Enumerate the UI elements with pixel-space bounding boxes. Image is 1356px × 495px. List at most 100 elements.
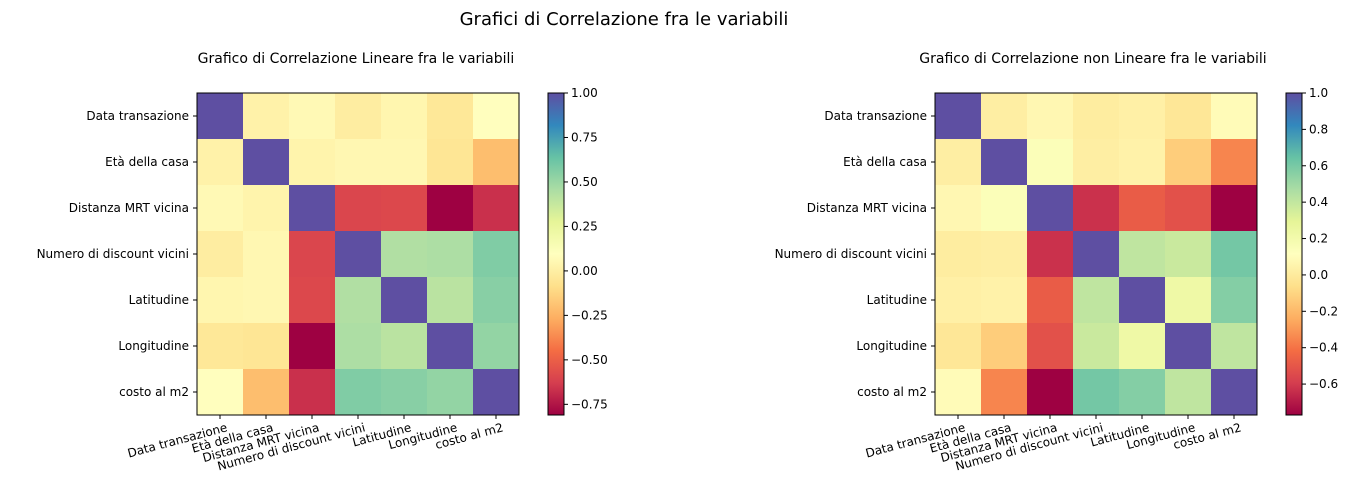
colorbar-tick-label: 0.6 bbox=[1309, 159, 1328, 173]
colorbar bbox=[547, 92, 565, 416]
heatmap-cell bbox=[335, 323, 382, 370]
heatmap-cell bbox=[1027, 93, 1074, 140]
y-tick-label: Data transazione bbox=[86, 109, 189, 123]
heatmap-cell bbox=[1165, 369, 1212, 416]
colorbar-tick-label: 1.00 bbox=[571, 86, 598, 100]
heatmap-cell bbox=[1073, 231, 1120, 278]
colorbar-tick-label: 0.25 bbox=[571, 219, 598, 233]
colorbar-tick-label: 0.8 bbox=[1309, 122, 1328, 136]
heatmap-cell bbox=[935, 369, 982, 416]
heatmap-cell bbox=[1119, 185, 1166, 232]
heatmap-cell bbox=[243, 277, 290, 324]
heatmap-cell bbox=[935, 93, 982, 140]
heatmap-cell bbox=[1211, 323, 1258, 370]
heatmap-cell bbox=[473, 139, 520, 186]
heatmap-cell bbox=[427, 231, 474, 278]
colorbar-tick-label: −0.25 bbox=[571, 308, 608, 322]
heatmap-cell bbox=[473, 185, 520, 232]
heatmap-cell bbox=[1211, 93, 1258, 140]
colorbar bbox=[1285, 92, 1303, 416]
heatmap-cell bbox=[381, 323, 428, 370]
heatmap-cell bbox=[1119, 277, 1166, 324]
heatmap-cell bbox=[1165, 139, 1212, 186]
heatmap-cell bbox=[289, 277, 336, 324]
heatmap-cell bbox=[1027, 323, 1074, 370]
heatmap-cell bbox=[1119, 139, 1166, 186]
heatmap-cell bbox=[1027, 277, 1074, 324]
heatmap-cell bbox=[427, 139, 474, 186]
heatmap-cell bbox=[981, 185, 1028, 232]
y-tick-label: Età della casa bbox=[843, 155, 927, 169]
heatmap-cell bbox=[935, 277, 982, 324]
colorbar-tick-label: 0.75 bbox=[571, 130, 598, 144]
heatmap-cell bbox=[1073, 185, 1120, 232]
heatmap-cell bbox=[1027, 185, 1074, 232]
heatmap-cell bbox=[289, 323, 336, 370]
heatmap-cell bbox=[197, 185, 244, 232]
colorbar-tick-label: −0.4 bbox=[1309, 341, 1338, 355]
heatmap-cell bbox=[381, 139, 428, 186]
y-tick-label: Distanza MRT vicina bbox=[807, 201, 927, 215]
heatmap-cell bbox=[1211, 369, 1258, 416]
colorbar-tick-label: 0.50 bbox=[571, 175, 598, 189]
heatmap-cell bbox=[289, 139, 336, 186]
heatmap-cell bbox=[335, 277, 382, 324]
heatmap-cell bbox=[981, 277, 1028, 324]
heatmap-cell bbox=[473, 369, 520, 416]
heatmap-cell bbox=[427, 277, 474, 324]
colorbar-tick-label: 0.00 bbox=[571, 264, 598, 278]
heatmap-cell bbox=[1211, 139, 1258, 186]
heatmap-cell bbox=[1073, 93, 1120, 140]
heatmap-panel-linear: Grafico di Correlazione Lineare fra le v… bbox=[37, 51, 608, 473]
heatmap-cell bbox=[473, 93, 520, 140]
heatmap-cell bbox=[1211, 185, 1258, 232]
heatmap-cell bbox=[243, 93, 290, 140]
heatmap-cell bbox=[1119, 231, 1166, 278]
heatmap-cell bbox=[427, 323, 474, 370]
colorbar-tick-label: 0.0 bbox=[1309, 268, 1328, 282]
heatmap-cell bbox=[1211, 277, 1258, 324]
colorbar-tick-label: −0.2 bbox=[1309, 304, 1338, 318]
heatmap-cell bbox=[1073, 277, 1120, 324]
heatmap-cell bbox=[381, 277, 428, 324]
panel-title: Grafico di Correlazione non Lineare fra … bbox=[919, 51, 1266, 67]
heatmap-cell bbox=[473, 277, 520, 324]
heatmap-cell bbox=[1165, 323, 1212, 370]
heatmap-cell bbox=[935, 323, 982, 370]
heatmap-cell bbox=[289, 231, 336, 278]
y-tick-label: costo al m2 bbox=[857, 385, 927, 399]
y-tick-label: Data transazione bbox=[824, 109, 927, 123]
heatmap-cell bbox=[289, 185, 336, 232]
heatmap-cell bbox=[335, 369, 382, 416]
heatmap-cell bbox=[381, 93, 428, 140]
y-tick-label: Latitudine bbox=[867, 293, 927, 307]
heatmap-cell bbox=[381, 185, 428, 232]
figure-title: Grafici di Correlazione fra le variabili bbox=[460, 9, 789, 30]
heatmap-cell bbox=[935, 231, 982, 278]
heatmap-cell bbox=[1027, 139, 1074, 186]
heatmap-cell bbox=[1119, 93, 1166, 140]
heatmap-cell bbox=[935, 185, 982, 232]
y-tick-label: Distanza MRT vicina bbox=[69, 201, 189, 215]
heatmap-cell bbox=[1165, 185, 1212, 232]
heatmap-cell bbox=[381, 231, 428, 278]
heatmap-cell bbox=[197, 231, 244, 278]
heatmap-cell bbox=[1165, 93, 1212, 140]
heatmap-cell bbox=[289, 369, 336, 416]
heatmap-cell bbox=[981, 93, 1028, 140]
heatmap-cell bbox=[473, 323, 520, 370]
y-tick-label: Numero di discount vicini bbox=[37, 247, 189, 261]
heatmap-cell bbox=[981, 139, 1028, 186]
heatmap-cell bbox=[1165, 231, 1212, 278]
heatmap-cell bbox=[935, 139, 982, 186]
heatmap-cell bbox=[1027, 369, 1074, 416]
heatmap-cell bbox=[381, 369, 428, 416]
heatmap-cell bbox=[243, 369, 290, 416]
heatmap-cell bbox=[1119, 323, 1166, 370]
heatmap-cell bbox=[289, 93, 336, 140]
heatmap-cell bbox=[427, 93, 474, 140]
y-tick-label: costo al m2 bbox=[119, 385, 189, 399]
heatmap-cell bbox=[1211, 231, 1258, 278]
heatmap-cell bbox=[1073, 323, 1120, 370]
heatmap-cell bbox=[335, 93, 382, 140]
